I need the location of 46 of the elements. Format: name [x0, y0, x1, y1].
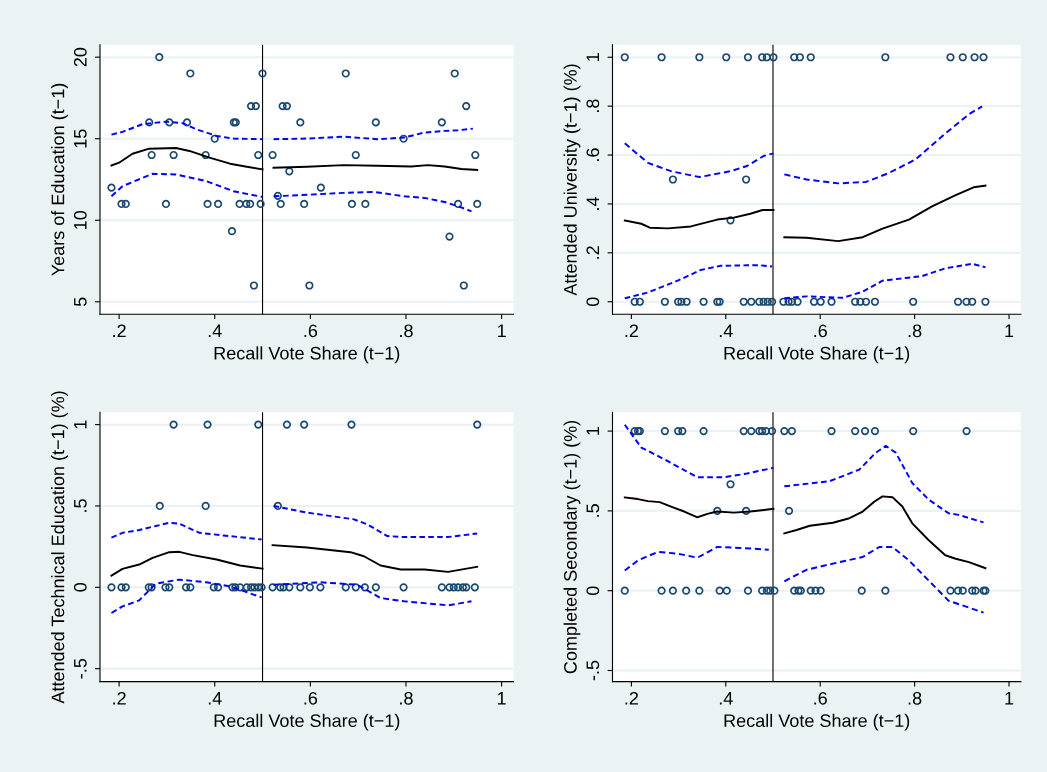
x-tick-label: .4 [719, 324, 733, 338]
y-tick-label: 20 [73, 47, 87, 67]
y-tick-label: .5 [586, 504, 600, 517]
y-tick-label: .4 [586, 196, 600, 210]
x-tick-label: .2 [625, 691, 638, 705]
y-tick-label: 0 [586, 586, 600, 596]
y-tick-label: 10 [73, 210, 87, 229]
y-tick-label: 0 [73, 583, 87, 592]
y-tick-label: 15 [74, 129, 87, 148]
y-tick-label: -.5 [586, 660, 600, 681]
x-tick-label: .8 [400, 324, 413, 338]
y-axis-title: Attended University (t−1) (%) [563, 64, 581, 296]
x-tick-label: 1 [497, 692, 506, 705]
x-tick-label: .6 [814, 691, 827, 705]
x-tick-label: .8 [908, 691, 922, 705]
x-axis-title: Recall Vote Share (t−1) [724, 346, 910, 364]
x-tick-label: 1 [1005, 324, 1014, 338]
x-tick-label: 1 [1005, 692, 1014, 705]
x-tick-label: .6 [304, 324, 318, 338]
x-axis-title: Recall Vote Share (t−1) [214, 713, 400, 731]
x-tick-label: .2 [625, 324, 638, 338]
y-tick-label: .2 [586, 246, 600, 259]
y-tick-label: 1 [586, 426, 600, 435]
y-tick-label: .5 [74, 499, 87, 512]
y-tick-label: 1 [74, 420, 87, 429]
x-tick-label: .4 [208, 692, 222, 705]
x-axis-title: Recall Vote Share (t−1) [214, 346, 400, 364]
x-tick-label: .6 [814, 324, 827, 338]
y-axis-title: Completed Secondary (t−1) (%) [563, 420, 581, 674]
x-tick-label: .2 [113, 691, 126, 705]
x-tick-label: .2 [113, 324, 126, 338]
y-tick-label: 1 [586, 53, 600, 61]
y-tick-label: 0 [586, 297, 600, 307]
y-axis-title: Attended Technical Education (t−1) (%) [51, 391, 68, 704]
x-tick-label: .8 [908, 324, 922, 338]
y-axis-title: Years of Education (t−1) [51, 83, 68, 276]
x-tick-label: .4 [719, 692, 733, 705]
x-tick-label: .6 [304, 691, 318, 705]
y-tick-label: .8 [586, 99, 600, 113]
x-tick-label: .8 [400, 691, 413, 705]
y-tick-label: .6 [586, 148, 600, 161]
y-tick-label: -.5 [74, 658, 87, 679]
x-tick-label: 1 [497, 324, 506, 338]
x-tick-label: .4 [208, 324, 222, 338]
x-axis-title: Recall Vote Share (t−1) [724, 713, 910, 731]
y-tick-label: 5 [74, 297, 87, 307]
